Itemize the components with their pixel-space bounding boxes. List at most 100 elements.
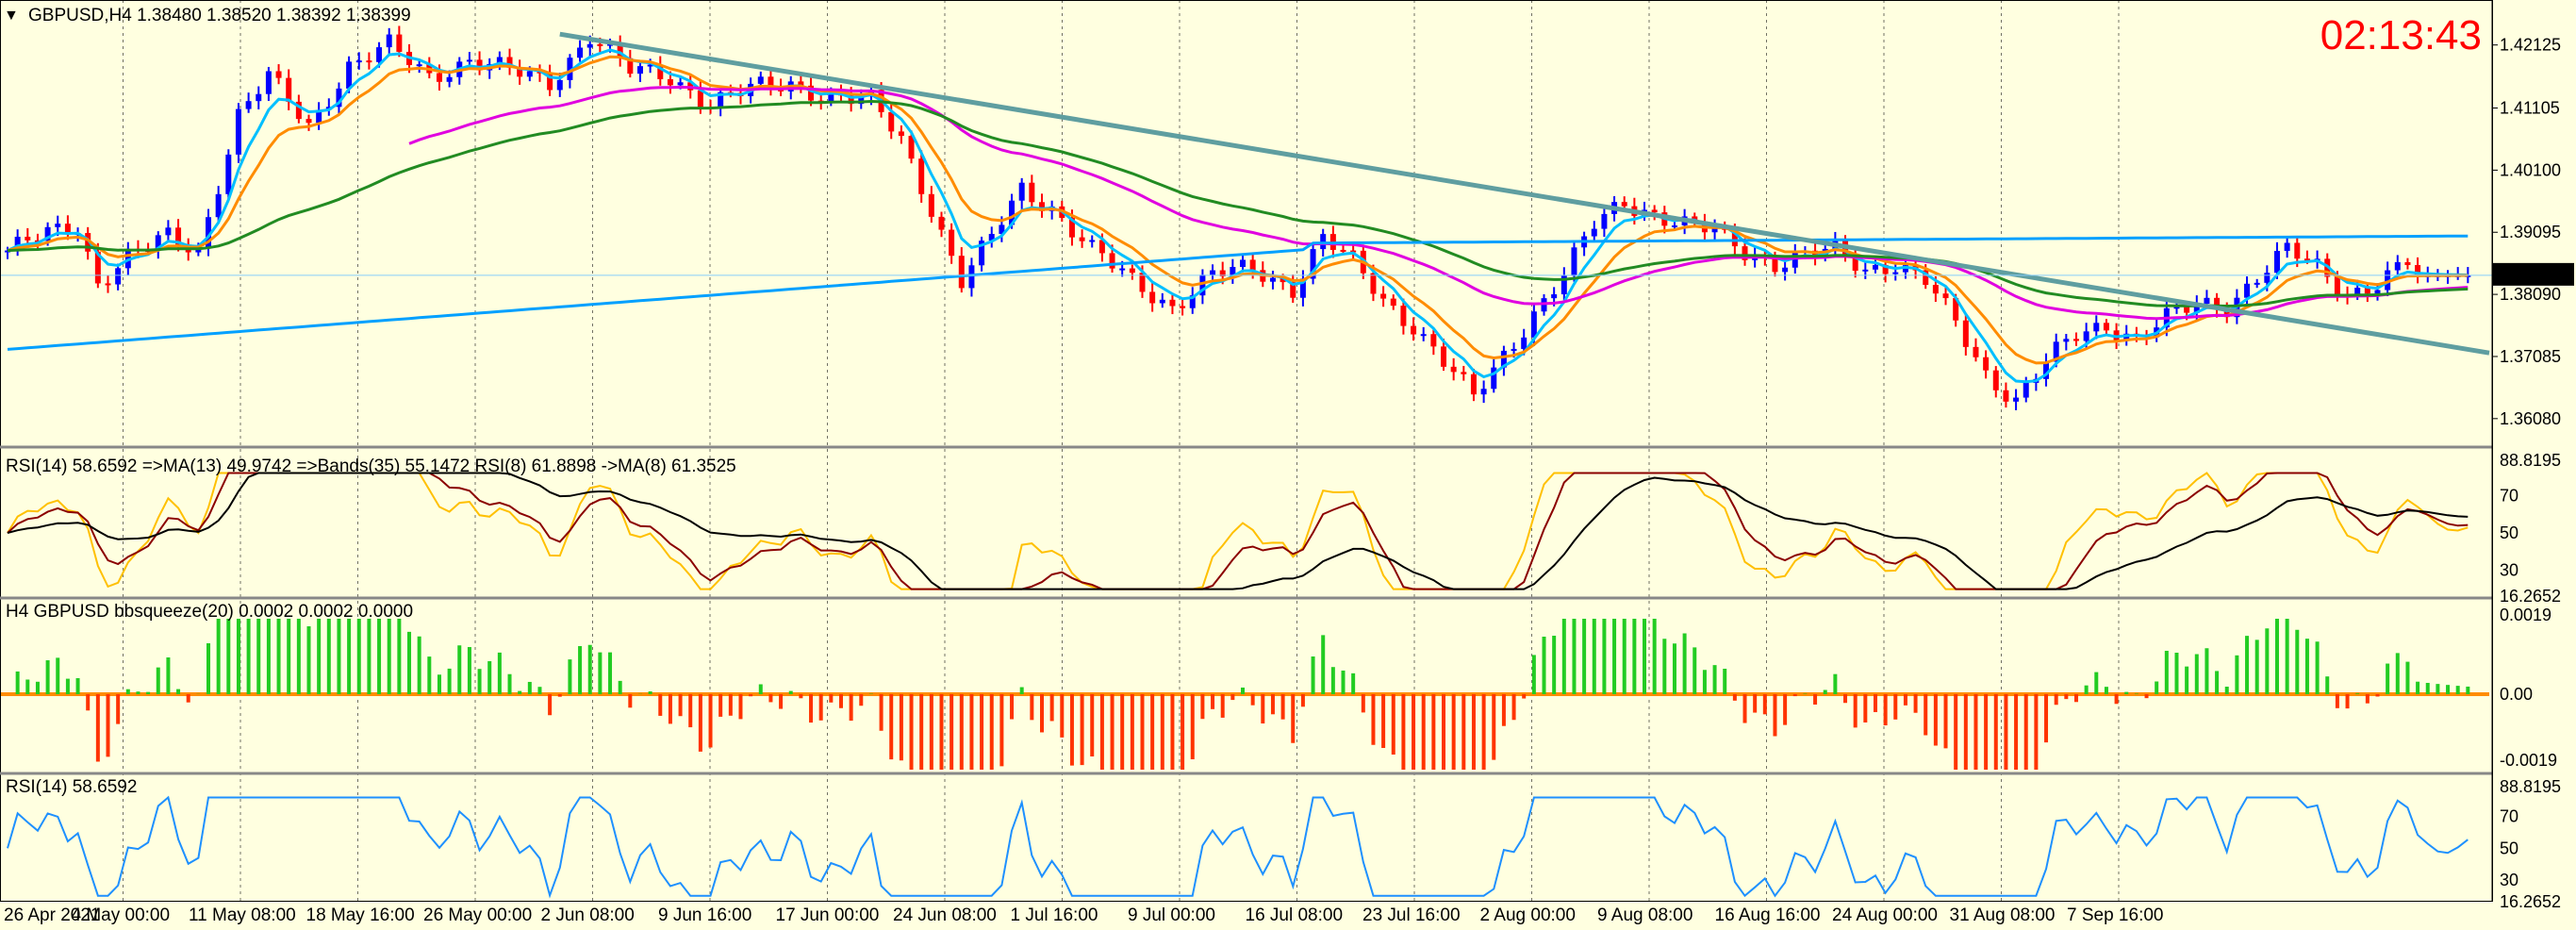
candle-body <box>2465 274 2471 277</box>
rsi14-line <box>7 795 2469 899</box>
candle-body <box>597 43 603 46</box>
candle-body <box>988 234 995 241</box>
time-label: 31 Aug 08:00 <box>1950 905 2056 925</box>
candle-body <box>1370 273 1377 294</box>
candle-body <box>436 73 442 82</box>
candle-body <box>1230 267 1236 276</box>
candle-body <box>346 61 353 89</box>
candle-body <box>105 283 111 286</box>
candle-body <box>1872 264 1878 270</box>
candle-body <box>2043 361 2050 379</box>
squeeze-tick-label: 0.00 <box>2500 685 2533 704</box>
candle-body <box>1461 372 1467 374</box>
candle-body <box>2204 297 2210 305</box>
time-label: 24 Aug 00:00 <box>1832 905 1938 925</box>
candle-body <box>1742 246 1748 260</box>
candle-body <box>225 154 232 194</box>
candle-body <box>1973 346 1979 357</box>
candle-body <box>155 235 161 251</box>
candle-body <box>1340 249 1346 252</box>
candle-body <box>1009 200 1016 225</box>
dropdown-icon[interactable]: ▼ <box>4 8 19 24</box>
candle-body <box>1450 366 1457 373</box>
candle-body <box>286 77 292 102</box>
indicator-panels <box>0 472 2489 899</box>
candle-body <box>968 265 975 289</box>
candle-body <box>2273 250 2280 274</box>
rsi-tick-label: 88.8195 <box>2500 777 2561 796</box>
candle-body <box>808 85 815 101</box>
rsi-ma-line <box>7 472 2469 590</box>
candle-body <box>1882 264 1889 274</box>
candle-body <box>1711 227 1718 233</box>
squeeze-tick-label: 0.0019 <box>2500 606 2551 624</box>
candle-body <box>1280 277 1286 283</box>
candle-body <box>2304 258 2310 261</box>
candle-body <box>617 43 623 58</box>
price-label: 1.37085 <box>2500 347 2561 366</box>
candle-body <box>2294 242 2301 259</box>
candle-body <box>416 64 422 67</box>
candle-body <box>44 226 51 241</box>
candle-body <box>34 240 41 242</box>
candle-body <box>1098 240 1105 254</box>
candle-body <box>1862 269 1869 272</box>
candle-body <box>215 193 222 218</box>
candle-body <box>2415 265 2421 275</box>
candle-body <box>586 43 593 48</box>
candle-body <box>1942 293 1949 299</box>
candle-body <box>2072 339 2079 341</box>
candle-body <box>858 96 865 105</box>
candle-body <box>697 90 703 108</box>
candle-body <box>1892 272 1899 274</box>
candle-body <box>1029 182 1035 203</box>
chart-frame <box>0 0 2493 902</box>
candle-body <box>1992 370 1999 390</box>
candle-body <box>1139 273 1146 292</box>
candle-body <box>2023 382 2029 398</box>
candle-body <box>466 59 472 62</box>
candle-body <box>1119 268 1126 271</box>
time-label: 2 Aug 00:00 <box>1480 905 1576 925</box>
candle-body <box>1269 277 1276 282</box>
candle-body <box>506 57 513 68</box>
candle-body <box>2214 297 2221 309</box>
candle-body <box>316 109 322 124</box>
candle-body <box>1491 367 1497 390</box>
candle-body <box>526 71 533 77</box>
rsi-tick-label: 16.2652 <box>2500 892 2561 911</box>
time-label: 9 Jul 00:00 <box>1128 905 1215 925</box>
ma-slow-line <box>408 85 2469 321</box>
candle-body <box>1571 247 1577 276</box>
candle-body <box>115 268 122 285</box>
rsi-panel-title: RSI(14) 58.6592 =>MA(13) 49.9742 =>Bands… <box>6 457 736 476</box>
candle-body <box>1199 274 1206 296</box>
time-label: 2 Jun 08:00 <box>541 905 635 925</box>
candle-body <box>1772 257 1778 273</box>
candle-body <box>94 251 101 284</box>
trendline[interactable] <box>559 31 2490 356</box>
price-label: 1.41105 <box>2500 99 2560 118</box>
candle-body <box>1591 228 1597 237</box>
candle-body <box>949 229 955 257</box>
time-label: 9 Aug 08:00 <box>1597 905 1693 925</box>
candle-body <box>2003 390 2009 402</box>
candle-body <box>2334 276 2340 295</box>
candle-body <box>235 108 241 155</box>
moving-averages <box>7 48 2469 384</box>
candle-body <box>908 136 915 159</box>
candle-body <box>386 34 392 48</box>
candle-body <box>1852 255 1858 272</box>
trendline-line <box>559 31 2490 356</box>
candle-body <box>768 76 774 88</box>
candle-body <box>517 67 523 77</box>
bar-timer: 02:13:43 <box>2320 12 2482 58</box>
candle-body <box>376 47 383 62</box>
rsi-tick-label: 70 <box>2500 486 2518 505</box>
candle-body <box>1068 218 1075 238</box>
time-label: 1 Jul 16:00 <box>1011 905 1098 925</box>
candle-body <box>1400 306 1407 326</box>
candle-body <box>1079 237 1085 241</box>
rsi-tick-label: 50 <box>2500 523 2518 542</box>
